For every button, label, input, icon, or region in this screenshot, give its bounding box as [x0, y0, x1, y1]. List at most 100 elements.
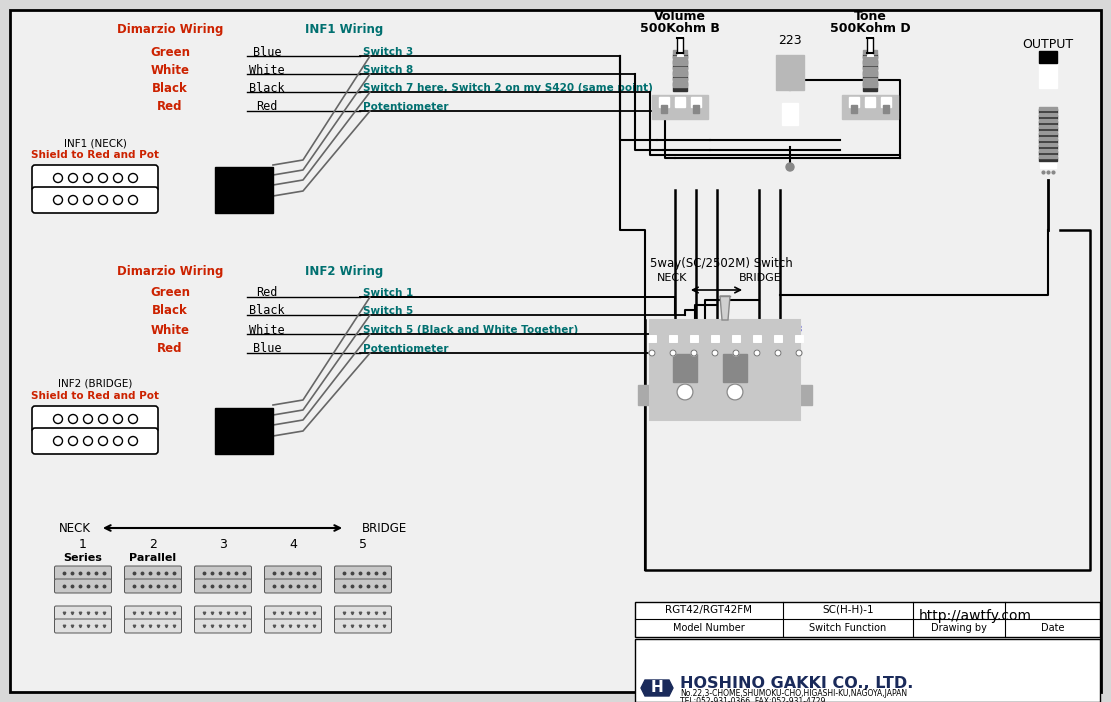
Text: Blue: Blue — [252, 343, 281, 355]
Bar — [216, 167, 273, 213]
Bar — [851, 105, 857, 113]
Bar — [795, 335, 803, 342]
Bar — [863, 54, 877, 58]
Text: Switch 7 here, Switch 2 on my S420 (same point): Switch 7 here, Switch 2 on my S420 (same… — [363, 83, 653, 93]
Text: Black: Black — [249, 305, 284, 317]
Bar — [723, 354, 747, 382]
Bar — [673, 72, 687, 76]
Bar — [1039, 63, 1057, 88]
Bar — [863, 77, 877, 81]
Text: Green: Green — [150, 286, 190, 300]
Text: White: White — [249, 324, 284, 336]
Text: Series: Series — [63, 553, 102, 563]
FancyBboxPatch shape — [264, 606, 321, 620]
Bar — [650, 320, 800, 420]
Bar — [638, 385, 653, 405]
Text: 500Kohm B: 500Kohm B — [640, 22, 720, 34]
Text: Red: Red — [158, 100, 182, 114]
Bar — [1039, 143, 1057, 146]
Bar — [863, 65, 877, 69]
Bar — [673, 81, 687, 86]
Bar — [659, 97, 669, 107]
Text: Dimarzio Wiring: Dimarzio Wiring — [117, 265, 223, 279]
Circle shape — [649, 350, 655, 356]
Text: Potentiometer: Potentiometer — [363, 102, 449, 112]
Text: 8: 8 — [795, 326, 802, 334]
Bar — [711, 335, 719, 342]
Polygon shape — [641, 680, 673, 696]
Bar — [673, 83, 687, 87]
Bar — [216, 408, 273, 454]
Bar — [1039, 157, 1057, 161]
Text: Dimarzio Wiring: Dimarzio Wiring — [117, 23, 223, 37]
Text: Shield to Red and Pot: Shield to Red and Pot — [31, 391, 159, 401]
Bar — [883, 105, 889, 113]
Text: INF1 (NECK): INF1 (NECK) — [63, 138, 127, 148]
Text: HOSHINO GAKKI CO., LTD.: HOSHINO GAKKI CO., LTD. — [680, 675, 913, 691]
Bar — [673, 87, 687, 91]
Text: No.22,3-CHOME,SHUMOKU-CHO,HIGASHI-KU,NAGOYA,JAPAN: No.22,3-CHOME,SHUMOKU-CHO,HIGASHI-KU,NAG… — [680, 689, 907, 698]
Bar — [693, 105, 699, 113]
Bar — [635, 639, 1100, 702]
FancyBboxPatch shape — [124, 566, 181, 580]
Bar — [863, 70, 877, 74]
Text: 223: 223 — [778, 34, 802, 46]
Bar — [1039, 133, 1057, 137]
Text: SC(H-H)-1: SC(H-H)-1 — [822, 605, 874, 615]
Text: H: H — [651, 680, 663, 696]
Polygon shape — [720, 296, 730, 320]
Text: Drawing by: Drawing by — [931, 623, 987, 633]
FancyBboxPatch shape — [54, 619, 111, 633]
Text: Shield to Red and Pot: Shield to Red and Pot — [31, 150, 159, 160]
Bar — [1039, 139, 1057, 143]
Text: Black: Black — [152, 305, 188, 317]
Bar — [1039, 145, 1057, 149]
Bar — [881, 97, 891, 107]
FancyBboxPatch shape — [54, 606, 111, 620]
Bar — [673, 77, 687, 81]
FancyBboxPatch shape — [264, 566, 321, 580]
Bar — [648, 335, 655, 342]
Text: 3: 3 — [691, 326, 697, 334]
Text: Black: Black — [152, 81, 188, 95]
FancyBboxPatch shape — [334, 606, 391, 620]
Bar — [863, 67, 877, 70]
FancyBboxPatch shape — [264, 579, 321, 593]
Text: Model Number: Model Number — [673, 623, 744, 633]
Text: Green: Green — [150, 46, 190, 58]
Text: Red: Red — [158, 343, 182, 355]
Text: Switch 3: Switch 3 — [363, 47, 413, 57]
Bar — [1039, 115, 1057, 119]
Text: INF2 Wiring: INF2 Wiring — [306, 265, 383, 279]
Text: Blue: Blue — [252, 46, 281, 58]
Text: Switch Function: Switch Function — [810, 623, 887, 633]
Text: Volume: Volume — [654, 10, 705, 22]
Text: Date: Date — [1041, 623, 1064, 633]
Text: 5way(SC/2502M) Switch: 5way(SC/2502M) Switch — [650, 258, 793, 270]
Bar — [863, 81, 877, 86]
Bar — [673, 354, 697, 382]
FancyBboxPatch shape — [334, 619, 391, 633]
Bar — [774, 335, 782, 342]
Bar — [842, 95, 898, 119]
Text: NECK: NECK — [59, 522, 91, 534]
FancyBboxPatch shape — [194, 606, 251, 620]
FancyBboxPatch shape — [334, 579, 391, 593]
Text: 2: 2 — [670, 326, 677, 334]
Text: INF1 Wiring: INF1 Wiring — [306, 23, 383, 37]
Text: TEL:052-931-0366  FAX:052-931-4729: TEL:052-931-0366 FAX:052-931-4729 — [680, 696, 825, 702]
FancyBboxPatch shape — [194, 566, 251, 580]
Circle shape — [795, 350, 802, 356]
Text: Switch 5 (Black and White Together): Switch 5 (Black and White Together) — [363, 325, 578, 335]
Bar — [673, 55, 687, 60]
Text: 5: 5 — [733, 326, 739, 334]
Bar — [1039, 121, 1057, 125]
FancyBboxPatch shape — [54, 566, 111, 580]
Text: Switch 8: Switch 8 — [363, 65, 413, 75]
Text: 5: 5 — [359, 538, 367, 552]
Bar — [1040, 156, 1055, 168]
Bar — [863, 72, 877, 76]
FancyBboxPatch shape — [32, 187, 158, 213]
FancyBboxPatch shape — [32, 428, 158, 454]
Text: 7: 7 — [774, 326, 781, 334]
